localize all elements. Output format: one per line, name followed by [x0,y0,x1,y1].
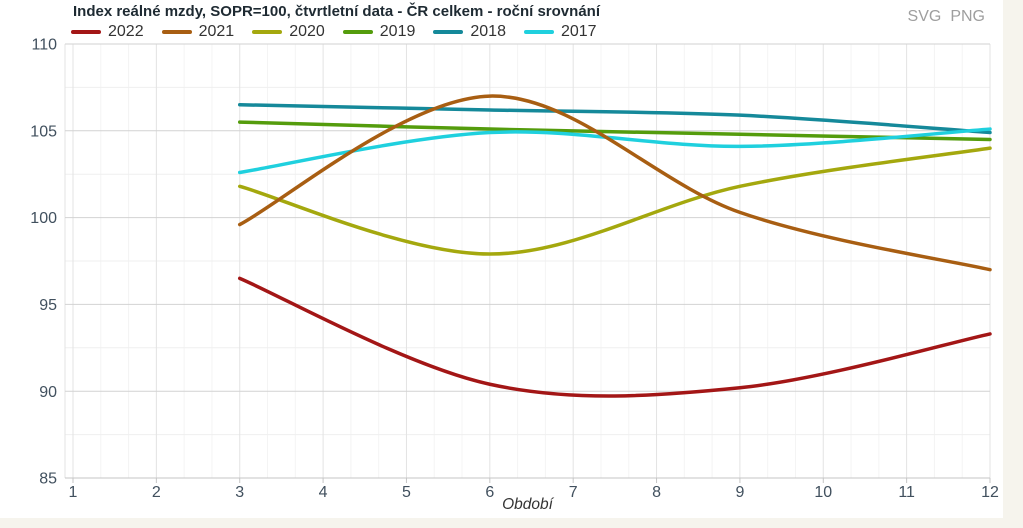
legend-label-2020: 2020 [289,23,325,40]
legend-label-2021: 2021 [198,23,235,40]
y-tick-label: 100 [30,210,57,227]
chart-title: Index reálné mzdy, SOPR=100, čtvrtletní … [73,3,600,20]
x-tick-label: 7 [569,484,578,501]
series-line-2020[interactable] [237,146,992,256]
legend-label-2017: 2017 [560,23,597,40]
x-tick-label: 2 [152,484,161,501]
legend-swatch-2021 [161,30,192,34]
legend-label-2022: 2022 [108,23,144,40]
chart-legend: 2022 2021 2020 2019 2018 2017 [71,23,597,41]
legend-label-2019: 2019 [379,23,416,40]
series-line-2022[interactable] [237,276,992,398]
legend-item-2022[interactable]: 2022 [71,23,144,41]
export-links: SVG PNG [908,8,985,26]
legend-swatch-2018 [433,30,464,34]
legend-swatch-2020 [252,30,283,34]
x-tick-label: 8 [652,484,661,501]
legend-label-2018: 2018 [470,23,506,40]
x-tick-label: 5 [402,484,411,501]
legend-item-2020[interactable]: 2020 [252,23,325,41]
y-tick-label: 110 [31,37,57,54]
x-tick-label: 3 [235,484,244,501]
legend-item-2021[interactable]: 2021 [161,23,235,41]
export-png-link[interactable]: PNG [950,8,985,25]
legend-item-2018[interactable]: 2018 [433,23,506,41]
x-axis-title: Období [502,496,553,513]
series-line-2021[interactable] [237,94,992,272]
x-tick-label: 1 [69,484,78,501]
x-tick-label: 10 [814,484,832,501]
y-tick-label: 95 [39,297,57,314]
legend-swatch-2017 [523,30,554,34]
x-tick-label: 11 [898,484,915,501]
export-svg-link[interactable]: SVG [907,8,942,25]
legend-swatch-2019 [342,30,373,34]
x-tick-label: 4 [319,484,328,501]
x-tick-label: 12 [981,484,999,501]
legend-swatch-2022 [71,30,101,34]
series-line-2018[interactable] [237,103,992,135]
y-tick-label: 105 [30,123,57,140]
chart-container: 85 90 95 100 105 110 1 2 3 4 5 6 7 8 9 10 11 12 Index reá… [0,0,1003,518]
x-tick-label: 6 [485,484,494,501]
y-tick-label: 90 [39,384,57,401]
x-tick-label: 9 [735,484,744,501]
y-tick-label: 85 [39,471,57,488]
legend-item-2017[interactable]: 2017 [523,23,597,41]
legend-item-2019[interactable]: 2019 [342,23,416,41]
